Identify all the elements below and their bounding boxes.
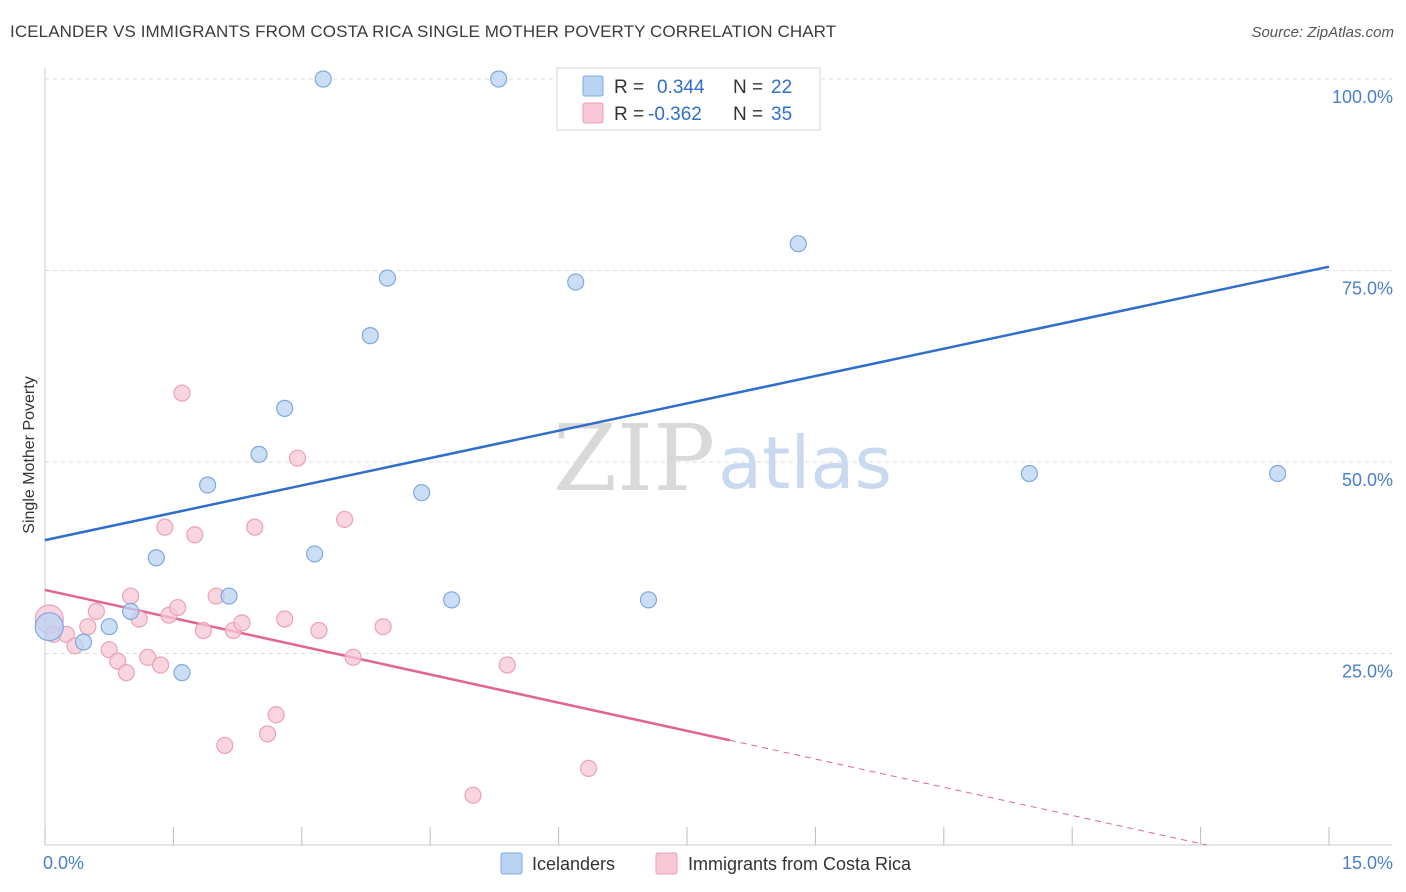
point-icelanders [361,327,379,345]
point-costa-rica [498,656,516,674]
point-costa-rica [579,759,598,778]
y-tick-label: 50.0% [1342,470,1393,490]
point-costa-rica [464,786,482,804]
point-icelanders [199,476,217,494]
y-tick-labels: 25.0% 50.0% 75.0% 100.0% [1332,87,1393,682]
point-icelanders [567,273,585,291]
point-icelanders [443,591,461,609]
legend-n-label-2: N = [733,104,763,125]
legend-r-value-1: 0.344 [657,77,705,98]
point-icelanders [789,235,807,253]
y-tick-label: 25.0% [1342,662,1393,682]
series-legend-label-icelanders: Icelanders [532,854,615,874]
y-axis-label: Single Mother Poverty [21,376,38,533]
legend-n-value-1: 22 [771,77,792,98]
point-costa-rica [233,614,251,632]
point-costa-rica [100,641,118,659]
legend-n-value-2: 35 [771,104,792,125]
point-costa-rica [117,664,135,682]
legend-r-label-2: R = [614,104,644,125]
legend-swatch-costa-rica [582,102,604,124]
point-costa-rica [139,648,157,666]
point-costa-rica [267,706,285,724]
y-tick-label: 75.0% [1342,279,1393,299]
point-icelanders [100,618,118,636]
point-costa-rica [122,587,140,605]
correlation-legend: R = 0.344 N = 22 R = -0.362 N = 35 [556,67,821,131]
point-icelanders [276,399,294,417]
watermark: ZIP atlas [553,405,892,512]
series-legend: Icelanders Immigrants from Costa Rica [500,852,912,875]
point-costa-rica [374,618,392,636]
point-icelanders [34,612,64,642]
point-costa-rica [246,518,264,536]
x-tick-label-max: 15.0% [1342,853,1393,873]
point-costa-rica [336,510,354,529]
point-costa-rica [186,526,204,544]
point-costa-rica [258,725,277,743]
x-tick-label-min: 0.0% [43,853,84,873]
point-icelanders [74,633,93,651]
point-icelanders [1020,464,1039,483]
point-costa-rica [109,652,127,670]
legend-swatch-icelanders [582,75,604,97]
point-icelanders [314,70,332,88]
data-points [34,70,1287,804]
point-costa-rica [87,602,105,620]
trend-line-0 [44,265,1330,542]
point-icelanders [173,664,191,682]
point-costa-rica [79,618,97,636]
point-icelanders [220,587,238,605]
point-icelanders [122,602,140,620]
watermark-zip: ZIP [553,405,715,512]
point-icelanders [639,591,658,609]
point-costa-rica [276,610,294,628]
watermark-atlas: atlas [718,421,892,505]
point-icelanders [250,445,268,463]
point-costa-rica [344,648,362,666]
point-costa-rica [194,621,212,640]
trend-line-1-extension [729,739,1207,846]
legend-n-label-1: N = [733,77,763,98]
point-icelanders [306,545,324,563]
point-costa-rica [288,449,307,467]
series-legend-swatch-icelanders [500,852,523,875]
series-legend-label-costa-rica: Immigrants from Costa Rica [688,854,912,874]
gridlines [45,78,1392,654]
point-icelanders [147,549,165,567]
y-tick-label: 100.0% [1332,87,1393,107]
trend-lines [44,265,1330,846]
trend-line-1 [44,588,731,742]
point-costa-rica [310,621,328,640]
point-costa-rica [151,656,170,674]
source-credit: Source: ZipAtlas.com [1251,24,1394,41]
point-icelanders [413,484,431,502]
point-costa-rica [173,384,191,402]
point-icelanders [1269,464,1287,483]
point-costa-rica [216,736,234,755]
point-icelanders [378,269,396,287]
legend-r-label-1: R = [614,77,644,98]
point-icelanders [490,70,508,88]
point-costa-rica [169,598,187,617]
legend-r-value-2: -0.362 [648,104,702,125]
point-costa-rica [156,518,174,536]
series-legend-swatch-costa-rica [655,852,678,875]
chart-title: ICELANDER VS IMMIGRANTS FROM COSTA RICA … [10,22,837,41]
x-tick-labels: 0.0% 15.0% [43,853,1393,873]
axes [44,68,1392,846]
